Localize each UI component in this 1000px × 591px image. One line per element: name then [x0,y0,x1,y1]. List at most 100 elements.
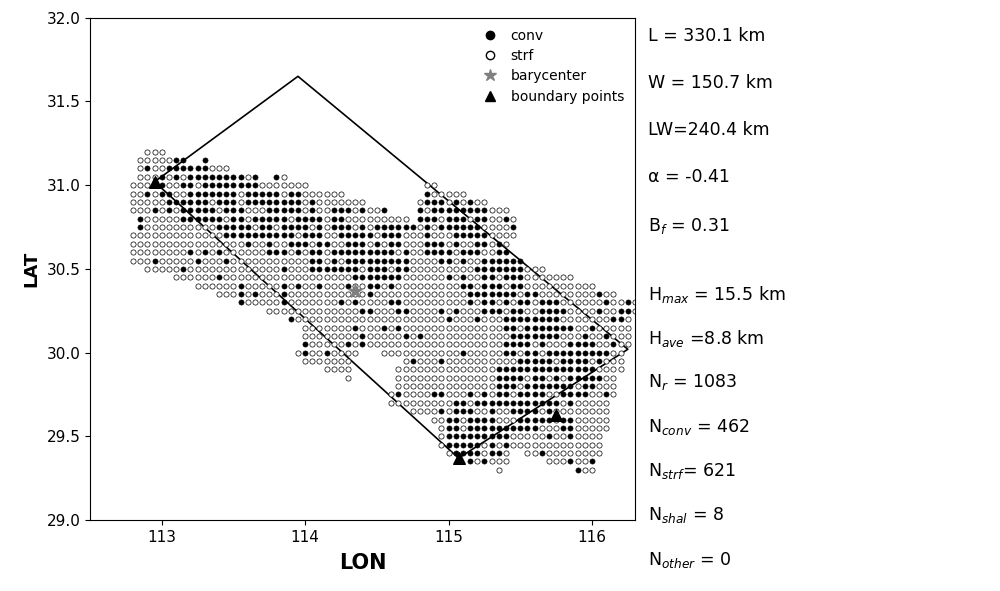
Point [362,214,378,223]
Point [319,348,335,358]
Point [455,214,471,223]
Point [168,172,184,181]
Point [519,365,535,374]
Point [562,457,578,466]
Point [605,339,621,349]
Point [132,164,148,173]
Point [555,381,571,391]
Point [268,289,284,298]
Point [311,348,327,358]
Point [254,206,270,215]
Point [555,323,571,332]
Point [204,256,220,265]
Point [584,281,600,290]
Text: H$_{ave}$ =8.8 km: H$_{ave}$ =8.8 km [648,328,764,349]
Point [491,365,507,374]
Point [548,365,564,374]
Point [247,206,263,215]
Point [462,381,478,391]
Point [620,331,636,340]
Point [498,381,514,391]
Point [297,331,313,340]
Point [132,155,148,165]
Point [161,206,177,215]
Point [362,248,378,257]
Point [455,289,471,298]
Point [627,298,643,307]
Point [462,298,478,307]
Point [577,431,593,441]
Point [347,272,363,282]
Point [426,248,442,257]
Point [175,189,191,198]
Point [204,189,220,198]
Point [175,214,191,223]
Point [555,289,571,298]
Point [383,348,399,358]
Point [190,180,206,190]
Point [204,164,220,173]
Point [491,230,507,240]
Point [268,281,284,290]
Point [290,248,306,257]
Point [398,272,414,282]
Point [190,214,206,223]
Point [369,281,385,290]
Point [311,206,327,215]
Point [534,339,550,349]
Point [233,180,249,190]
Point [240,197,256,207]
Point [541,381,557,391]
Point [297,222,313,232]
Point [512,331,528,340]
Point [283,264,299,274]
Point [132,256,148,265]
Point [268,256,284,265]
Point [390,331,406,340]
Point [577,398,593,408]
Point [204,281,220,290]
Point [376,272,392,282]
Point [398,264,414,274]
Point [469,331,485,340]
Point [484,431,500,441]
Point [218,248,234,257]
Point [276,298,292,307]
Point [476,314,492,324]
Point [405,323,421,332]
Point [362,222,378,232]
Point [297,356,313,366]
Point [534,407,550,416]
Point [527,306,543,316]
Point [132,222,148,232]
Point [132,180,148,190]
Point [304,214,320,223]
Point [147,264,163,274]
Point [398,314,414,324]
Point [534,449,550,458]
Point [534,331,550,340]
Point [570,289,586,298]
Point [562,272,578,282]
Point [182,214,198,223]
Point [584,306,600,316]
Point [276,230,292,240]
Point [555,281,571,290]
Point [304,348,320,358]
Point [398,389,414,399]
Point [455,348,471,358]
Point [433,356,449,366]
Point [505,389,521,399]
Point [319,230,335,240]
Point [577,449,593,458]
Point [233,272,249,282]
Point [570,415,586,424]
Point [376,339,392,349]
Point [534,264,550,274]
Point [233,256,249,265]
Point [519,381,535,391]
Point [326,189,342,198]
Point [555,440,571,449]
Point [147,172,163,181]
Point [154,256,170,265]
